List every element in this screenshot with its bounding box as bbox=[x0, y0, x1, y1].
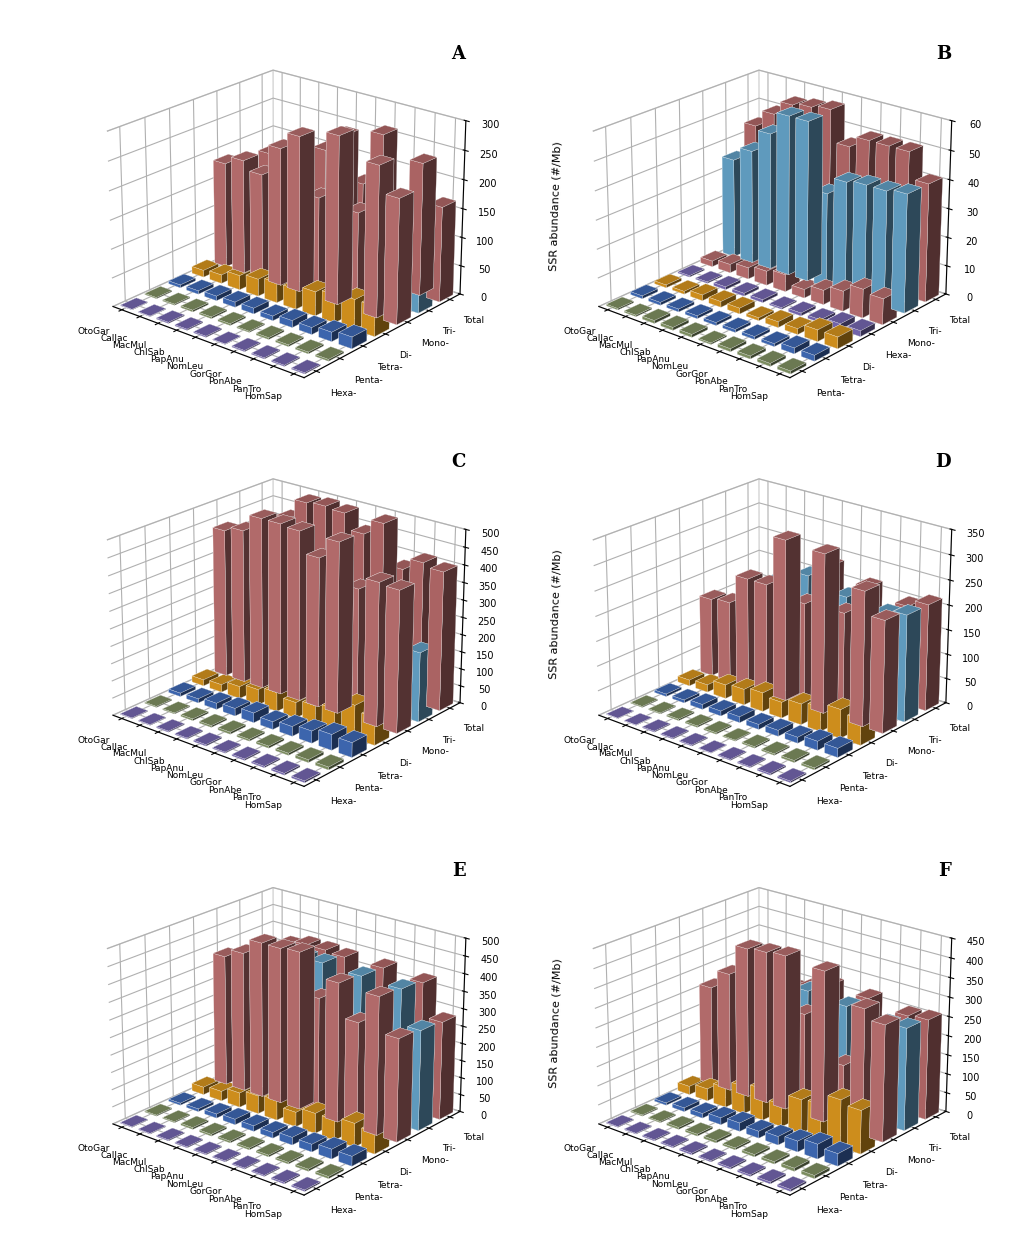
Text: B: B bbox=[935, 44, 951, 63]
Text: C: C bbox=[450, 454, 465, 471]
Text: E: E bbox=[451, 862, 465, 880]
Text: F: F bbox=[937, 862, 951, 880]
Text: A: A bbox=[450, 44, 465, 63]
Text: D: D bbox=[934, 454, 951, 471]
